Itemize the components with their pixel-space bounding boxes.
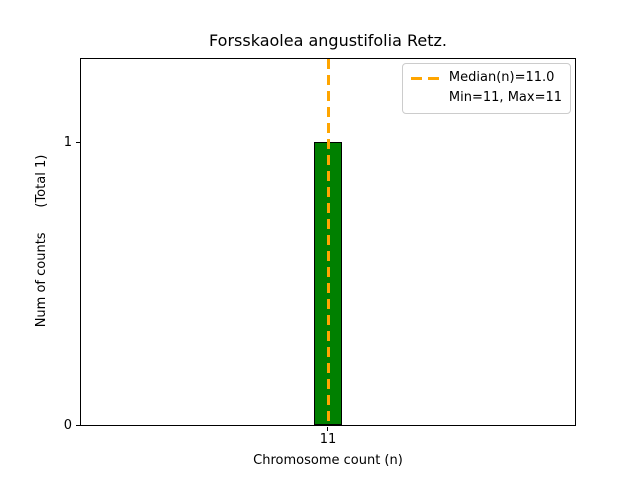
y-tick-mark-0	[76, 425, 80, 426]
legend-empty-swatch	[411, 97, 439, 100]
legend-label-median: Median(n)=11.0	[448, 70, 555, 85]
legend-box: Median(n)=11.0 Min=11, Max=11	[401, 63, 571, 114]
dashed-line-swatch-icon	[410, 76, 439, 80]
x-tick-mark-11	[327, 427, 328, 431]
y-tick-mark-1	[76, 142, 80, 143]
chart-title: Forsskaolea angustifolia Retz.	[209, 31, 447, 50]
x-axis-label: Chromosome count (n)	[253, 453, 403, 468]
y-tick-label-0: 0	[63, 418, 72, 433]
median-dashed-line	[327, 59, 330, 425]
y-axis-label: Num of counts (Total 1)	[34, 154, 49, 328]
legend-row-median: Median(n)=11.0	[410, 68, 562, 88]
x-tick-label-11: 11	[319, 432, 337, 447]
legend-row-minmax: Min=11, Max=11	[411, 88, 562, 108]
legend-label-minmax: Min=11, Max=11	[448, 90, 562, 105]
plot-area: Median(n)=11.0 Min=11, Max=11	[80, 58, 576, 426]
y-tick-label-1: 1	[63, 135, 72, 150]
